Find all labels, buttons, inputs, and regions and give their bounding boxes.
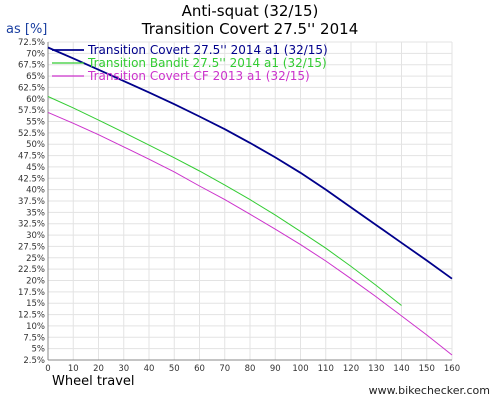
legend-label-2: Transition Bandit 27.5'' 2014 a1 (32/15) xyxy=(87,56,327,70)
legend-label-1: Transition Covert 27.5'' 2014 a1 (32/15) xyxy=(87,43,328,57)
y-axis-label: as [%] xyxy=(6,22,48,37)
x-tick-label: 40 xyxy=(144,364,155,374)
y-tick-label: 5% xyxy=(32,345,46,355)
y-tick-label: 70% xyxy=(26,49,45,59)
y-tick-label: 22.5% xyxy=(18,265,45,275)
y-tick-label: 27.5% xyxy=(18,242,45,252)
y-tick-label: 57.5% xyxy=(18,106,45,116)
x-tick-label: 50 xyxy=(169,364,180,374)
y-tick-label: 40% xyxy=(26,186,45,196)
series-line-3 xyxy=(47,111,453,356)
x-tick-label: 10 xyxy=(68,364,79,374)
y-tick-label: 25% xyxy=(26,254,45,264)
series-lines xyxy=(47,46,453,356)
y-tick-label: 55% xyxy=(26,118,45,128)
x-axis-label: Wheel travel xyxy=(52,374,135,389)
x-tick-label: 0 xyxy=(45,364,50,374)
grid xyxy=(47,41,453,361)
x-tick-label: 160 xyxy=(444,364,460,374)
x-tick-label: 130 xyxy=(368,364,384,374)
y-tick-label: 45% xyxy=(26,163,45,173)
y-tick-label: 42.5% xyxy=(18,174,45,184)
series-line-2 xyxy=(47,96,402,306)
axes: 2.5%5% 7.5%10%12.5% 15%17.5%20% 22.5%25% 27.… xyxy=(18,38,460,374)
y-tick-label: 7.5% xyxy=(23,333,45,343)
x-tick-label: 30 xyxy=(118,364,129,374)
y-tick-label: 52.5% xyxy=(18,129,45,139)
x-tick-label: 70 xyxy=(219,364,230,374)
y-tick-label: 10% xyxy=(26,322,45,332)
y-tick-label: 72.5% xyxy=(18,38,45,48)
series-line-1 xyxy=(47,46,453,280)
x-tick-label: 80 xyxy=(245,364,256,374)
y-tick-label: 62.5% xyxy=(18,83,45,93)
y-tick-label: 15% xyxy=(26,299,45,309)
y-tick-label: 35% xyxy=(26,208,45,218)
x-tick-label: 140 xyxy=(393,364,409,374)
legend-label-3: Transition Covert CF 2013 a1 (32/15) xyxy=(87,69,310,83)
y-tick-label: 2.5% xyxy=(23,356,45,366)
y-tick-label: 32.5% xyxy=(18,220,45,230)
x-tick-label: 150 xyxy=(419,364,435,374)
x-tick-label: 120 xyxy=(343,364,359,374)
x-tick-label: 20 xyxy=(93,364,104,374)
x-tick-label: 60 xyxy=(194,364,205,374)
y-tick-label: 47.5% xyxy=(18,152,45,162)
chart-title: Anti-squat (32/15) xyxy=(181,2,319,20)
y-tick-label: 65% xyxy=(26,72,45,82)
y-tick-label: 30% xyxy=(26,231,45,241)
y-tick-label: 67.5% xyxy=(18,61,45,71)
y-tick-label: 50% xyxy=(26,140,45,150)
x-tick-label: 90 xyxy=(270,364,281,374)
y-tick-label: 20% xyxy=(26,277,45,287)
y-tick-label: 12.5% xyxy=(18,311,45,321)
y-tick-label: 17.5% xyxy=(18,288,45,298)
y-tick-label: 60% xyxy=(26,95,45,105)
credit-link[interactable]: www.bikechecker.com xyxy=(368,384,490,397)
x-tick-label: 110 xyxy=(318,364,334,374)
y-tick-label: 37.5% xyxy=(18,197,45,207)
x-tick-label: 100 xyxy=(292,364,308,374)
legend: Transition Covert 27.5'' 2014 a1 (32/15)… xyxy=(52,43,328,83)
chart-subtitle: Transition Covert 27.5'' 2014 xyxy=(141,20,359,38)
